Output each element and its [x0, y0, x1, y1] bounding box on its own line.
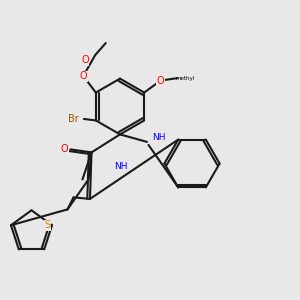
- Text: NH: NH: [152, 133, 166, 142]
- Text: O: O: [81, 56, 89, 65]
- Text: O: O: [157, 76, 164, 85]
- Text: Br: Br: [68, 114, 79, 124]
- Text: NH: NH: [114, 162, 128, 171]
- Text: O: O: [61, 144, 68, 154]
- Text: S: S: [44, 220, 51, 230]
- Text: methyl: methyl: [175, 76, 194, 81]
- Text: O: O: [80, 71, 87, 81]
